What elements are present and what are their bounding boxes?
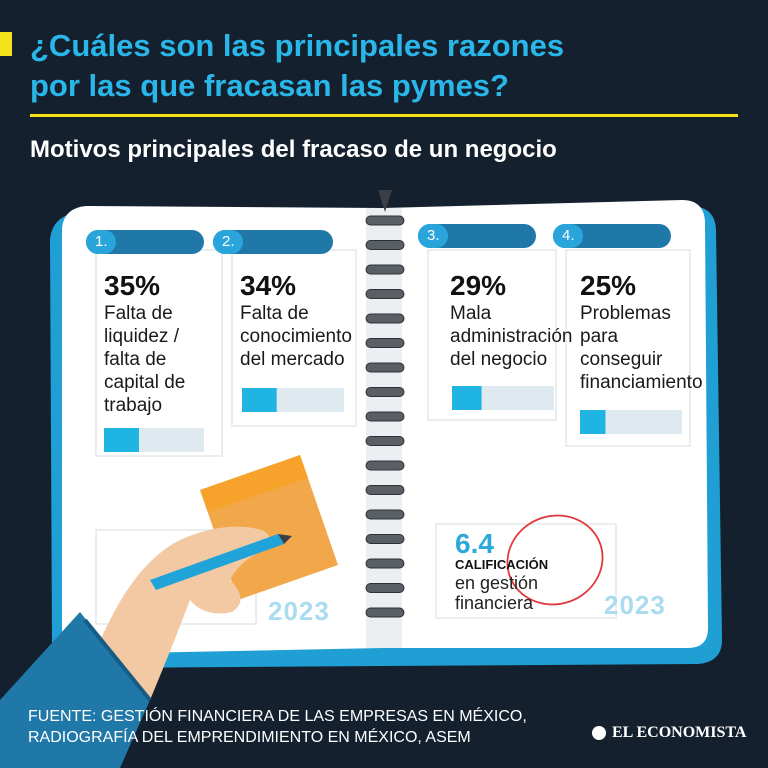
value-label-4: 25%: [580, 270, 637, 301]
spiral-binding-icon: [365, 215, 405, 618]
spiral-ring: [365, 485, 405, 495]
right-page: [384, 200, 708, 648]
spiral-ring: [365, 436, 405, 446]
spiral-ring: [365, 460, 405, 471]
category-label-3: Mala administración del negocio: [450, 303, 573, 370]
spiral-ring: [365, 264, 405, 275]
category-label-1: Falta de liquidez / falta de capital de trab…: [104, 303, 186, 416]
value-label-3: 29%: [450, 270, 507, 301]
value-label-1: 35%: [104, 270, 161, 301]
category-label-2: Falta de conocimiento del mercado: [240, 303, 352, 370]
year-label-right: 2023: [604, 590, 666, 620]
spiral-ring: [365, 362, 405, 373]
spiral-ring: [365, 240, 405, 250]
card-tabs: [86, 224, 671, 254]
score-value: 6.4: [455, 528, 494, 559]
tab-number-4: 4.: [562, 227, 575, 244]
category-label-4: Problemas para conseguir financiamiento: [580, 303, 703, 393]
tab-number-1: 1.: [95, 233, 108, 250]
spiral-ring: [365, 411, 405, 422]
highlight-circle: [506, 514, 604, 606]
page-title: ¿Cuáles son las principales razones por …: [30, 28, 565, 103]
spiral-ring: [365, 583, 405, 593]
bar-3: [452, 386, 482, 410]
bars-group: [104, 386, 682, 452]
title-accent-bar: [0, 32, 12, 56]
spiral-ring: [365, 387, 405, 397]
pencil-icon: [150, 534, 292, 590]
page-gutter: [366, 208, 402, 648]
title-divider: [30, 114, 738, 117]
spiral-ring: [365, 558, 405, 569]
spiral-ring: [365, 215, 405, 226]
brand-name: EL ECONOMISTA: [612, 724, 747, 741]
year-label-left: 2023: [268, 596, 330, 626]
source-note: FUENTE: GESTIÓN FINANCIERA DE LAS EMPRES…: [28, 708, 527, 746]
tab-number-2: 2.: [222, 233, 235, 250]
bar-2: [242, 388, 277, 412]
spiral-ring: [365, 509, 405, 520]
score-description: en gestión financiera: [455, 573, 539, 613]
score-label: CALIFICACIÓN: [455, 557, 549, 572]
spiral-ring: [365, 313, 405, 324]
value-label-2: 34%: [240, 270, 297, 301]
bar-4: [580, 410, 606, 434]
spiral-ring: [365, 338, 405, 348]
spiral-ring: [365, 534, 405, 544]
tab-number-3: 3.: [427, 227, 440, 244]
hand-icon: [0, 526, 270, 768]
spiral-ring: [365, 289, 405, 299]
brand-logo-icon: [592, 726, 606, 740]
spiral-ring: [365, 607, 405, 618]
chart-subtitle: Motivos principales del fracaso de un ne…: [30, 136, 557, 163]
bar-1: [104, 428, 139, 452]
